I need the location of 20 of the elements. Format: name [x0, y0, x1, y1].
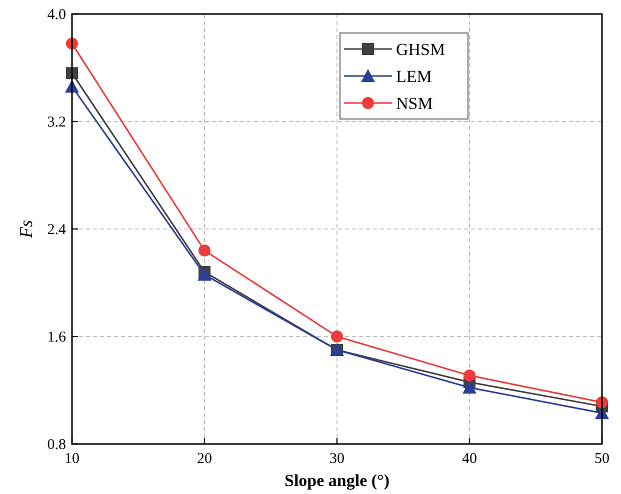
y-tick-label: 3.2: [47, 114, 66, 130]
y-axis-title: Fs: [16, 220, 36, 239]
point: [198, 244, 210, 256]
x-axis-title: Slope angle (°): [284, 471, 390, 490]
x-tick-label: 30: [330, 451, 344, 467]
point: [462, 380, 476, 394]
x-tick-label: 40: [462, 451, 477, 467]
x-tick-label: 50: [594, 451, 610, 467]
point: [331, 330, 343, 342]
point: [198, 268, 212, 281]
y-tick-label: 0.8: [47, 437, 66, 453]
y-tick-label: 4.0: [47, 7, 66, 23]
y-tick-label: 2.4: [47, 222, 66, 238]
x-tick-label: 20: [197, 451, 212, 467]
legend-label: GHSM: [396, 40, 446, 59]
legend-label: NSM: [396, 94, 433, 113]
point: [464, 369, 476, 382]
x-tick-label: 10: [64, 451, 80, 467]
legend-label: LEM: [396, 67, 432, 86]
y-tick-label: 1.6: [47, 330, 66, 346]
